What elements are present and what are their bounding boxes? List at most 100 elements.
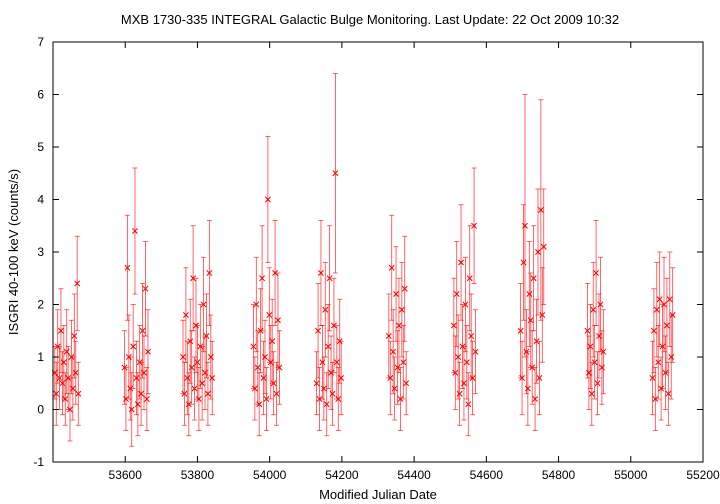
data-point	[267, 359, 274, 366]
data-point	[649, 375, 656, 381]
data-point	[276, 364, 283, 371]
data-point	[323, 401, 330, 408]
data-point	[63, 348, 70, 355]
data-point	[653, 306, 660, 313]
data-point	[395, 322, 402, 329]
data-point	[593, 270, 600, 276]
data-point	[596, 333, 602, 339]
data-point	[663, 322, 670, 329]
data-point	[655, 359, 662, 366]
data-point	[262, 354, 268, 360]
data-point	[315, 327, 322, 334]
x-tick-label: 54400	[397, 468, 431, 482]
data-point	[391, 385, 398, 392]
data-point	[56, 375, 63, 381]
data-point	[471, 222, 478, 229]
data-point	[190, 275, 197, 282]
data-point	[453, 291, 460, 297]
x-tick-label: 55200	[686, 468, 720, 482]
data-point	[275, 317, 281, 324]
data-point	[403, 380, 410, 387]
data-point	[532, 396, 539, 402]
data-point	[463, 359, 470, 366]
data-point	[313, 380, 320, 387]
data-point	[199, 380, 206, 387]
x-tick-label: 54800	[542, 468, 576, 482]
data-point	[394, 364, 401, 371]
data-point	[188, 364, 195, 371]
data-point	[200, 301, 207, 308]
data-point	[385, 333, 392, 339]
y-tick-label: 6	[37, 88, 44, 102]
data-point	[652, 396, 659, 402]
data-point	[204, 390, 211, 397]
data-point	[72, 369, 79, 376]
data-point	[459, 343, 466, 350]
data-point	[669, 312, 676, 318]
data-point	[398, 306, 405, 313]
data-point	[328, 369, 335, 376]
data-point	[130, 343, 137, 350]
data-point	[260, 375, 267, 381]
data-point	[452, 369, 459, 376]
data-point	[462, 301, 469, 308]
data-point	[588, 390, 595, 397]
data-point	[536, 375, 543, 381]
data-point	[60, 359, 67, 366]
y-tick-label: 3	[37, 245, 44, 259]
y-tick-label: 2	[37, 298, 44, 312]
data-point	[659, 343, 666, 350]
data-point	[194, 359, 201, 366]
data-point	[257, 327, 264, 334]
data-point	[458, 259, 465, 266]
data-point	[587, 343, 594, 350]
data-point	[600, 348, 607, 355]
data-point	[209, 375, 216, 381]
data-point	[125, 354, 132, 360]
data-point	[330, 322, 337, 329]
data-point	[388, 264, 395, 271]
data-point	[122, 396, 129, 402]
data-point	[121, 364, 128, 371]
data-point	[520, 259, 527, 266]
data-point	[67, 406, 73, 413]
data-point	[325, 343, 332, 350]
data-point	[69, 385, 76, 392]
data-point	[668, 354, 675, 360]
data-point	[662, 369, 669, 376]
data-point	[537, 207, 544, 213]
data-point	[193, 322, 199, 329]
data-point	[138, 390, 145, 397]
data-point	[62, 396, 69, 402]
data-point	[393, 291, 400, 297]
data-point	[187, 338, 194, 345]
x-tick-label: 53800	[181, 468, 215, 482]
error-bars	[52, 73, 676, 447]
x-axis-title: Modified Julian Date	[319, 487, 437, 502]
data-point	[253, 301, 260, 308]
data-point	[195, 396, 202, 402]
data-point	[65, 375, 72, 381]
data-point	[533, 338, 540, 345]
y-tick-label: 7	[37, 35, 44, 49]
data-point	[522, 222, 528, 229]
data-point	[272, 270, 279, 276]
data-point	[591, 359, 598, 366]
data-point	[661, 301, 667, 308]
data-point	[206, 270, 213, 276]
axes: 53600 53800 54000 54200 54400 54600 54800 55000…	[33, 35, 720, 482]
data-point	[597, 301, 604, 308]
data-point	[332, 170, 339, 177]
data-point	[456, 390, 463, 397]
data-point	[322, 306, 329, 313]
data-point	[75, 390, 82, 397]
data-point	[400, 359, 407, 366]
data-point	[527, 317, 534, 324]
data-point	[665, 390, 672, 397]
plot-frame	[52, 41, 704, 463]
data-point	[540, 243, 547, 250]
data-point	[584, 327, 591, 334]
data-point	[650, 327, 657, 334]
x-tick-label: 54600	[470, 468, 504, 482]
data-point	[134, 401, 141, 408]
